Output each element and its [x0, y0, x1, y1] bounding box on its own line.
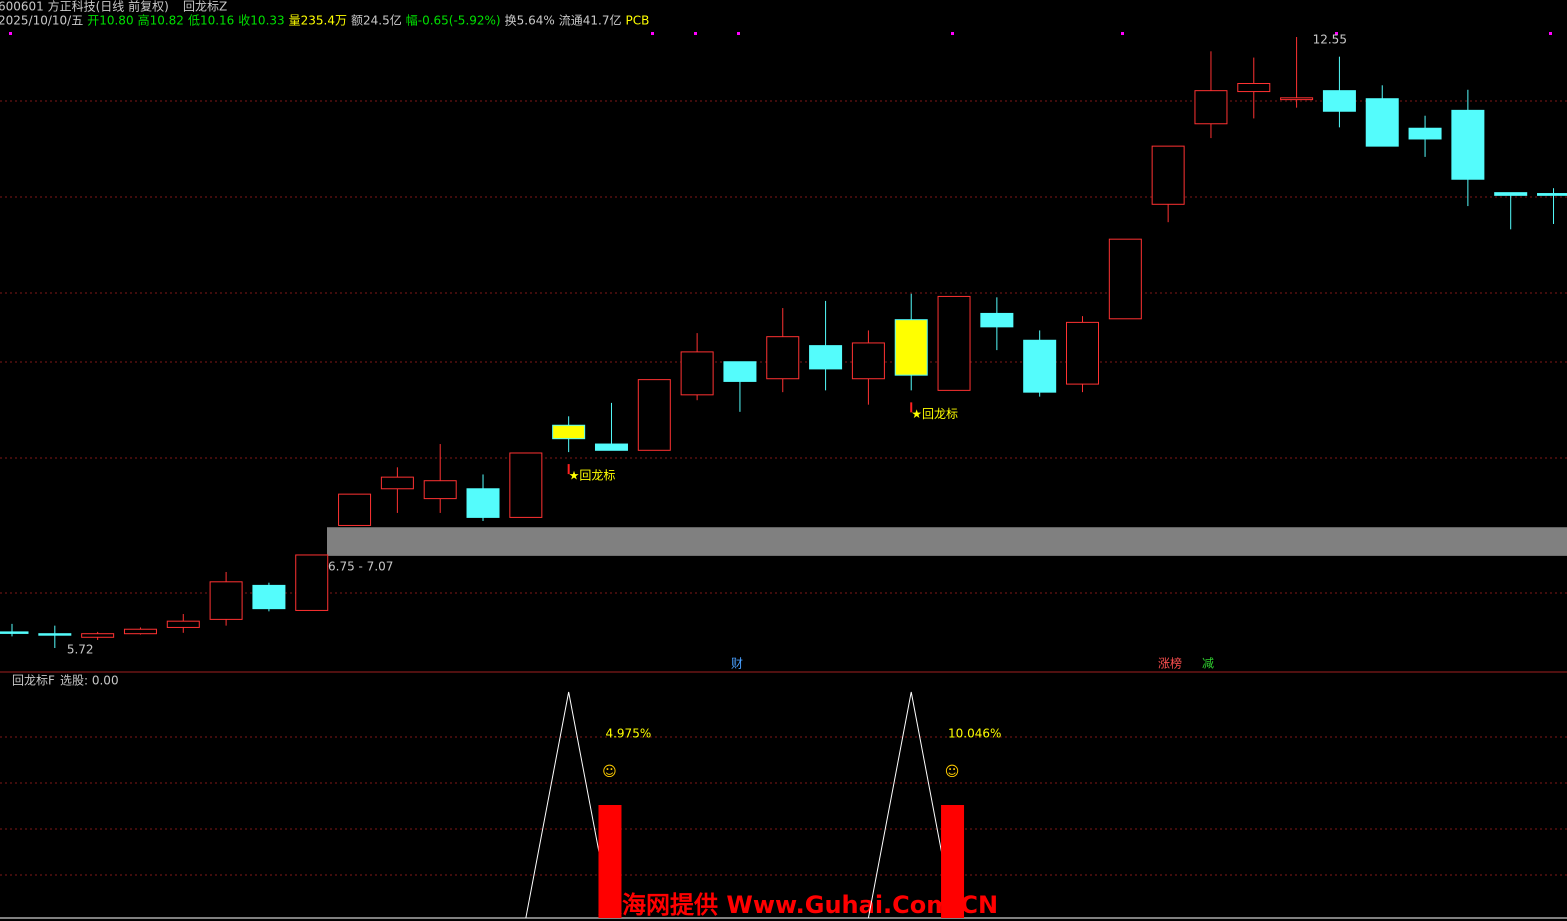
panel-title: 回龙标F	[12, 674, 55, 688]
candle-body	[1451, 109, 1485, 180]
tag: 财	[731, 657, 743, 671]
candle-body	[1280, 97, 1314, 101]
candle-body	[1151, 145, 1185, 205]
candle-body	[380, 476, 414, 490]
quote-item: 高10.82	[138, 13, 184, 28]
max-label: 12.55	[1313, 32, 1347, 46]
band-label: 6.75 - 7.07	[328, 559, 393, 573]
candle-body	[1066, 321, 1099, 385]
candle-body	[1237, 83, 1271, 93]
quote-item: 量235.4万	[289, 14, 347, 28]
candle-body	[1494, 192, 1528, 196]
candle-body	[637, 379, 671, 451]
candle-body	[81, 633, 115, 638]
quote-item: PCB	[625, 14, 649, 28]
candle-body	[894, 319, 928, 376]
candle-body	[1365, 98, 1399, 147]
candle-body	[166, 620, 200, 628]
candle-body	[123, 628, 157, 635]
smiley: ☺	[602, 764, 617, 780]
top-marker	[9, 32, 12, 35]
top-marker	[951, 32, 954, 35]
candle-body	[338, 493, 372, 526]
top-marker	[651, 32, 654, 35]
quote-item: 换5.64%	[505, 14, 555, 28]
indicator-bar	[598, 805, 622, 918]
candle-body	[594, 443, 628, 451]
quote-item: 流通41.7亿	[559, 13, 622, 28]
quote-item: 收10.33	[238, 14, 284, 28]
watermark: 股海网提供 Www.Guhai.Com.CN	[598, 891, 998, 919]
quote-item: 开10.80	[87, 14, 133, 28]
indicator-line	[12, 691, 1554, 919]
top-marker	[1549, 32, 1552, 35]
candle-body	[38, 633, 72, 636]
min-label: 5.72	[67, 643, 94, 657]
candle-body	[809, 345, 843, 370]
quote-item: 幅-0.65(-5.92%)	[406, 13, 501, 28]
candle-body	[295, 554, 329, 611]
candle-body	[980, 312, 1014, 328]
candle-body	[937, 295, 971, 391]
candle-body	[1408, 127, 1442, 140]
tag: 涨榜	[1158, 656, 1182, 671]
candle-body	[1023, 339, 1057, 393]
candle-body	[252, 584, 286, 610]
candle-body	[423, 480, 457, 500]
candle-body	[0, 631, 29, 634]
candle-body	[723, 361, 757, 382]
top-marker	[694, 32, 697, 35]
top-marker	[737, 32, 740, 35]
header-title: 600601 方正科技(日线 前复权)	[0, 0, 169, 14]
signal-label: ★回龙标	[911, 407, 958, 421]
candle-body	[680, 351, 714, 396]
candle-body	[509, 452, 543, 518]
band	[327, 527, 1567, 556]
bar-value-label: 4.975%	[605, 727, 651, 741]
quote-item: 2025/10/10/五	[0, 14, 83, 28]
candle-body	[851, 342, 885, 380]
indicator-bar	[941, 805, 965, 918]
panel-subtitle: 选股: 0.00	[60, 674, 119, 688]
quote-item: 额24.5亿	[351, 13, 402, 28]
bar-value-label: 10.046%	[948, 727, 1001, 741]
candle-body	[1194, 90, 1228, 125]
candle-body	[466, 488, 500, 518]
candle-body	[209, 581, 243, 620]
top-marker	[1121, 32, 1124, 35]
candle-body	[552, 424, 586, 440]
quote-item: 低10.16	[188, 14, 234, 28]
tag: 减	[1202, 657, 1214, 671]
signal-label: ★回龙标	[569, 469, 616, 483]
candle-body	[1322, 90, 1356, 112]
candle-body	[1108, 238, 1142, 320]
smiley: ☺	[945, 764, 960, 780]
indicator-name: 回龙标Z	[183, 0, 227, 14]
candle-body	[1537, 193, 1567, 196]
top-marker	[1335, 32, 1338, 35]
candle-body	[766, 336, 800, 380]
